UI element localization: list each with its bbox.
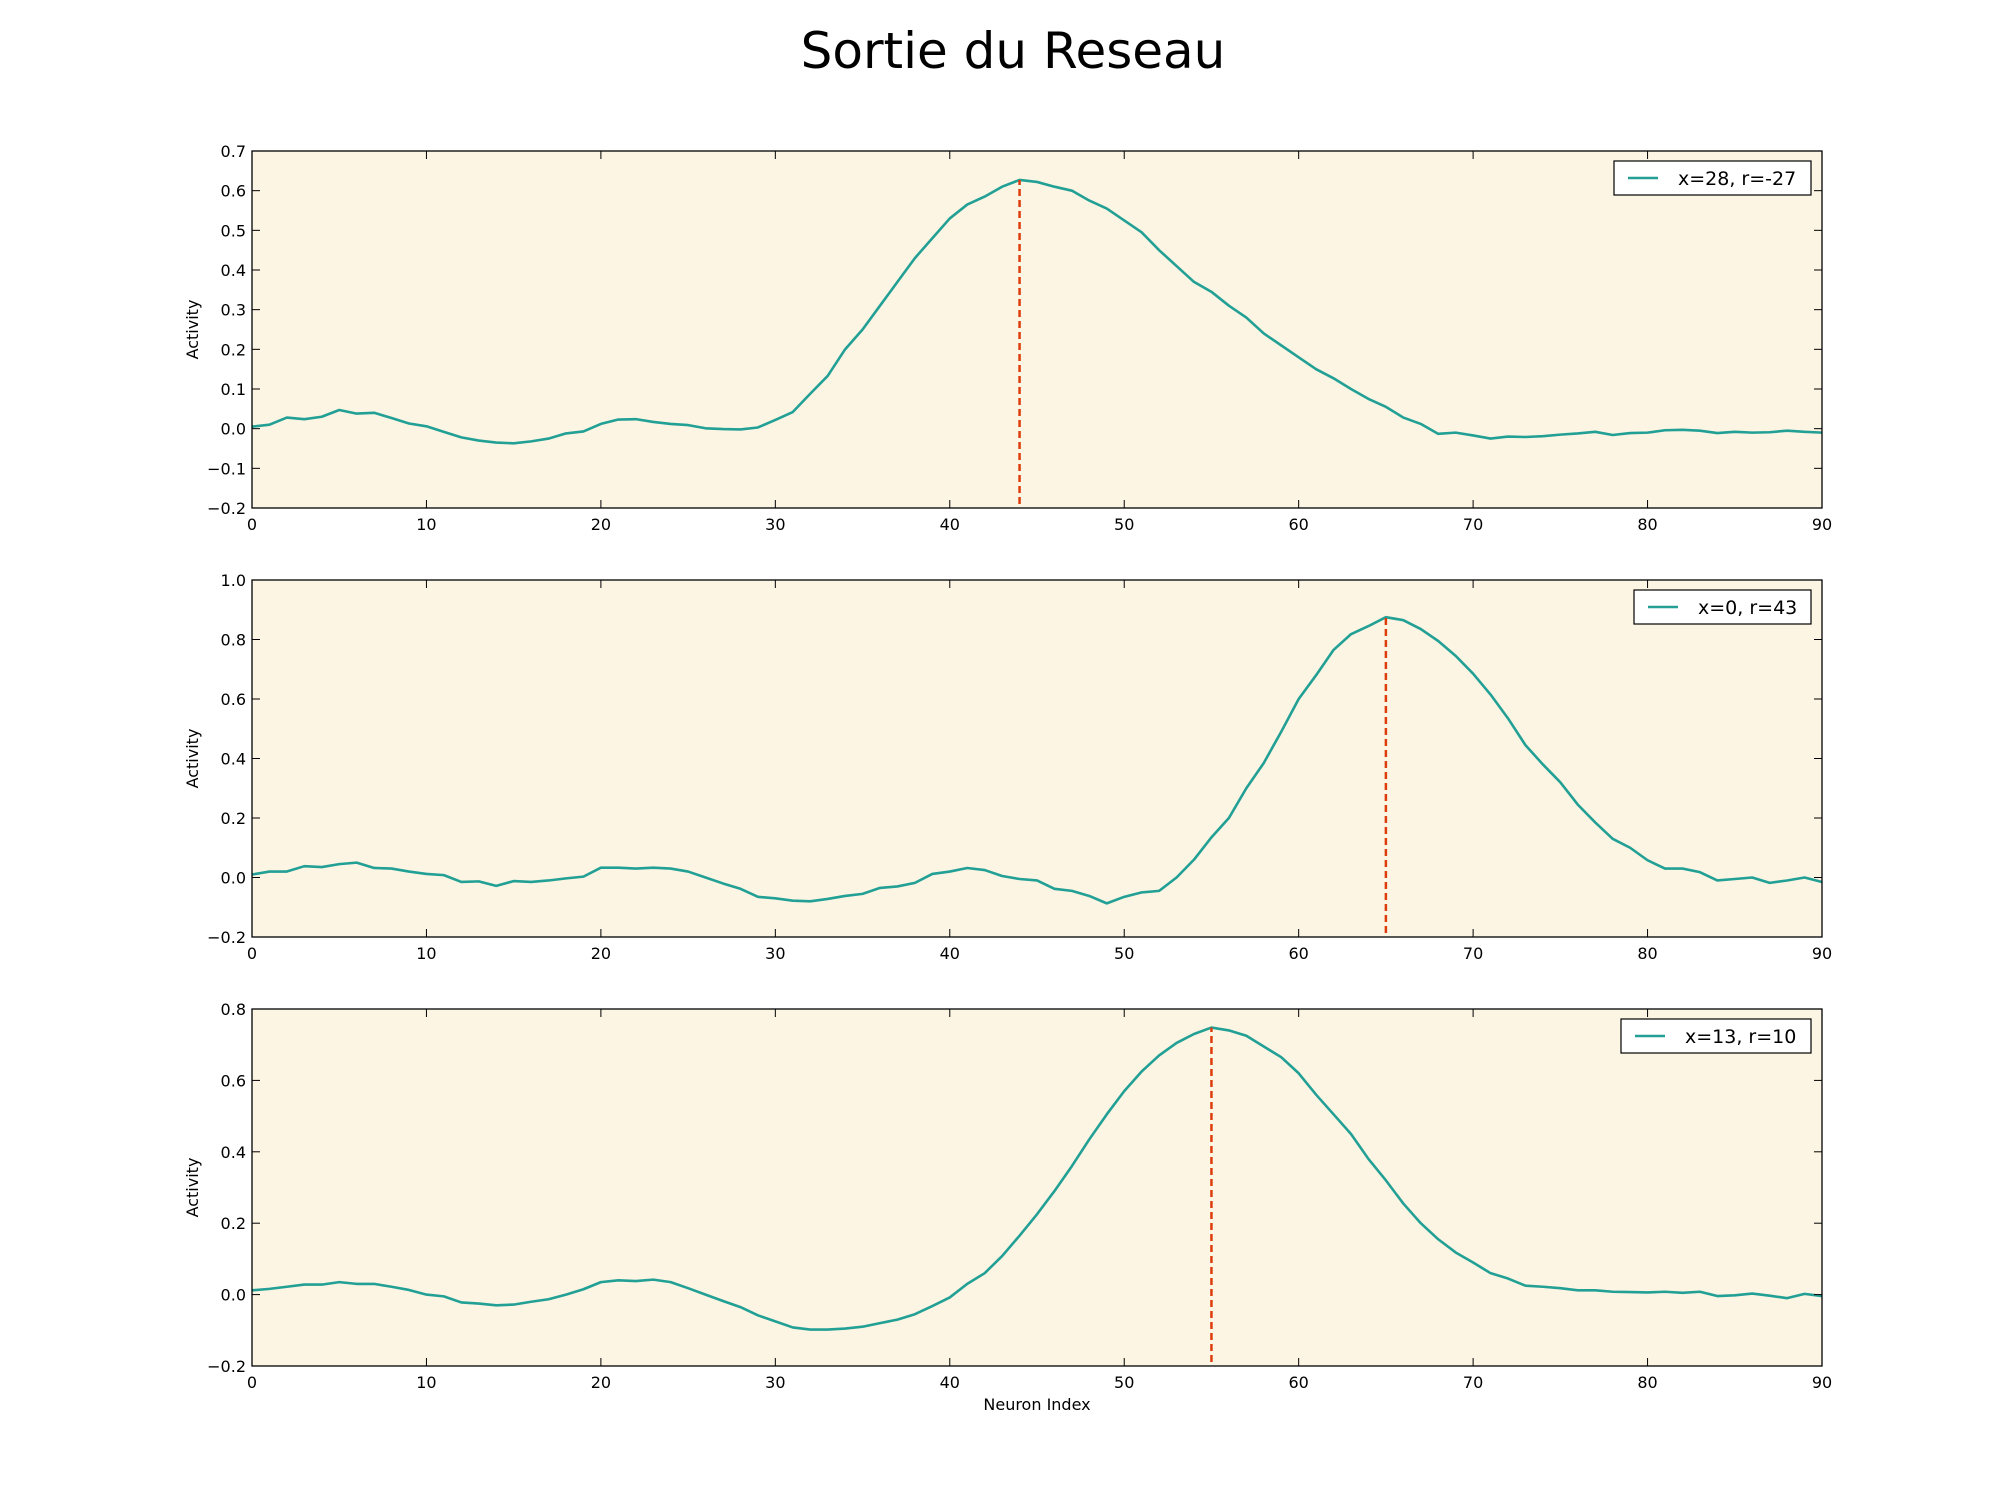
series-line-1 (251, 615, 1823, 905)
x-tick-label: 90 (1812, 515, 1832, 534)
plot-background (252, 151, 1822, 508)
legend: x=13, r=10 (1620, 1018, 1812, 1054)
y-tick-label: 0.6 (221, 182, 246, 201)
subplot-1: 0 10 20 30 40 50 60 70 80 90 0.7 0.6 0.5 0.4 0.3 0.2 0.1… (183, 142, 1832, 534)
subplots-container: 0 10 20 30 40 50 60 70 80 90 0.7 0.6 0.5 0.4 0.3 0.2 0.1… (183, 142, 1832, 1414)
x-tick-label: 30 (765, 1373, 785, 1392)
y-tick-label: 0.1 (221, 380, 246, 399)
plot-background (252, 1009, 1822, 1366)
x-tick-label: 50 (1114, 515, 1134, 534)
x-tick-label: 10 (416, 1373, 436, 1392)
y-tick-label: 0.8 (221, 631, 246, 650)
y-tick-label: 0.3 (221, 301, 246, 320)
x-tick-label: 0 (247, 944, 257, 963)
x-tick-label: 80 (1637, 1373, 1657, 1392)
x-tick-label: 50 (1114, 1373, 1134, 1392)
x-tick-label: 80 (1637, 944, 1657, 963)
x-tick-label: 50 (1114, 944, 1134, 963)
y-tick-label: 0.8 (221, 1000, 246, 1019)
x-tick-label: 70 (1463, 1373, 1483, 1392)
legend: x=28, r=-27 (1613, 160, 1812, 196)
x-tick-label: 90 (1812, 1373, 1832, 1392)
subplot-3: 0 10 20 30 40 50 60 70 80 90 0.8 0.6 0.4 0.2 0.0 −0.2 Ac… (183, 1000, 1832, 1414)
y-tick-label: 0.4 (221, 261, 246, 280)
y-tick-label: 0.2 (221, 1214, 246, 1233)
x-tick-label: 20 (591, 1373, 611, 1392)
x-tick-label: 10 (416, 944, 436, 963)
x-tick-label: 30 (765, 515, 785, 534)
y-tick-label: 0.6 (221, 690, 246, 709)
x-tick-label: 60 (1288, 944, 1308, 963)
legend-box (1620, 1018, 1812, 1054)
plot-frame (251, 150, 1823, 509)
x-tick-label: 60 (1288, 515, 1308, 534)
plot-frame (251, 1008, 1823, 1367)
x-tick-label: 40 (940, 515, 960, 534)
y-tick-label: −0.1 (207, 459, 246, 478)
y-tick-label: 0.2 (221, 809, 246, 828)
y-axis-label: Activity (183, 300, 202, 360)
legend: x=0, r=43 (1633, 589, 1812, 625)
y-tick-label: 0.4 (221, 750, 246, 769)
x-tick-label: 90 (1812, 944, 1832, 963)
subplot-2: 0 10 20 30 40 50 60 70 80 90 1.0 0.8 0.6 0.4 0.2 0.0 −0.… (183, 571, 1832, 963)
x-tick-label: 80 (1637, 515, 1657, 534)
y-tick-label: 0.5 (221, 221, 246, 240)
y-axis-label: Activity (183, 729, 202, 789)
x-axis-label: Neuron Index (983, 1395, 1090, 1414)
chart-title: Sortie du Reseau (801, 22, 1226, 80)
y-tick-label: 0.6 (221, 1071, 246, 1090)
x-tick-label: 60 (1288, 1373, 1308, 1392)
x-tick-label: 20 (591, 515, 611, 534)
y-tick-label: 0.0 (221, 869, 246, 888)
y-tick-label: −0.2 (207, 1357, 246, 1376)
y-tick-label: 0.0 (221, 1286, 246, 1305)
x-tick-label: 40 (940, 1373, 960, 1392)
x-tick-label: 40 (940, 944, 960, 963)
x-tick-label: 0 (247, 515, 257, 534)
y-tick-label: 0.4 (221, 1143, 246, 1162)
legend-label: x=0, r=43 (1698, 597, 1797, 619)
y-tick-label: 0.0 (221, 420, 246, 439)
y-tick-label: −0.2 (207, 499, 246, 518)
x-tick-label: 30 (765, 944, 785, 963)
plot-background (252, 580, 1822, 937)
y-tick-label: 0.2 (221, 340, 246, 359)
legend-label: x=28, r=-27 (1678, 168, 1796, 190)
y-tick-label: 0.7 (221, 142, 246, 161)
legend-label: x=13, r=10 (1685, 1026, 1796, 1048)
y-axis-label: Activity (183, 1158, 202, 1218)
y-tick-label: 1.0 (221, 571, 246, 590)
x-tick-label: 70 (1463, 515, 1483, 534)
x-tick-label: 0 (247, 1373, 257, 1392)
x-tick-label: 20 (591, 944, 611, 963)
y-tick-label: −0.2 (207, 928, 246, 947)
series-line-1 (251, 178, 1823, 445)
x-tick-label: 10 (416, 515, 436, 534)
series-line-1 (251, 1026, 1823, 1331)
x-tick-label: 70 (1463, 944, 1483, 963)
